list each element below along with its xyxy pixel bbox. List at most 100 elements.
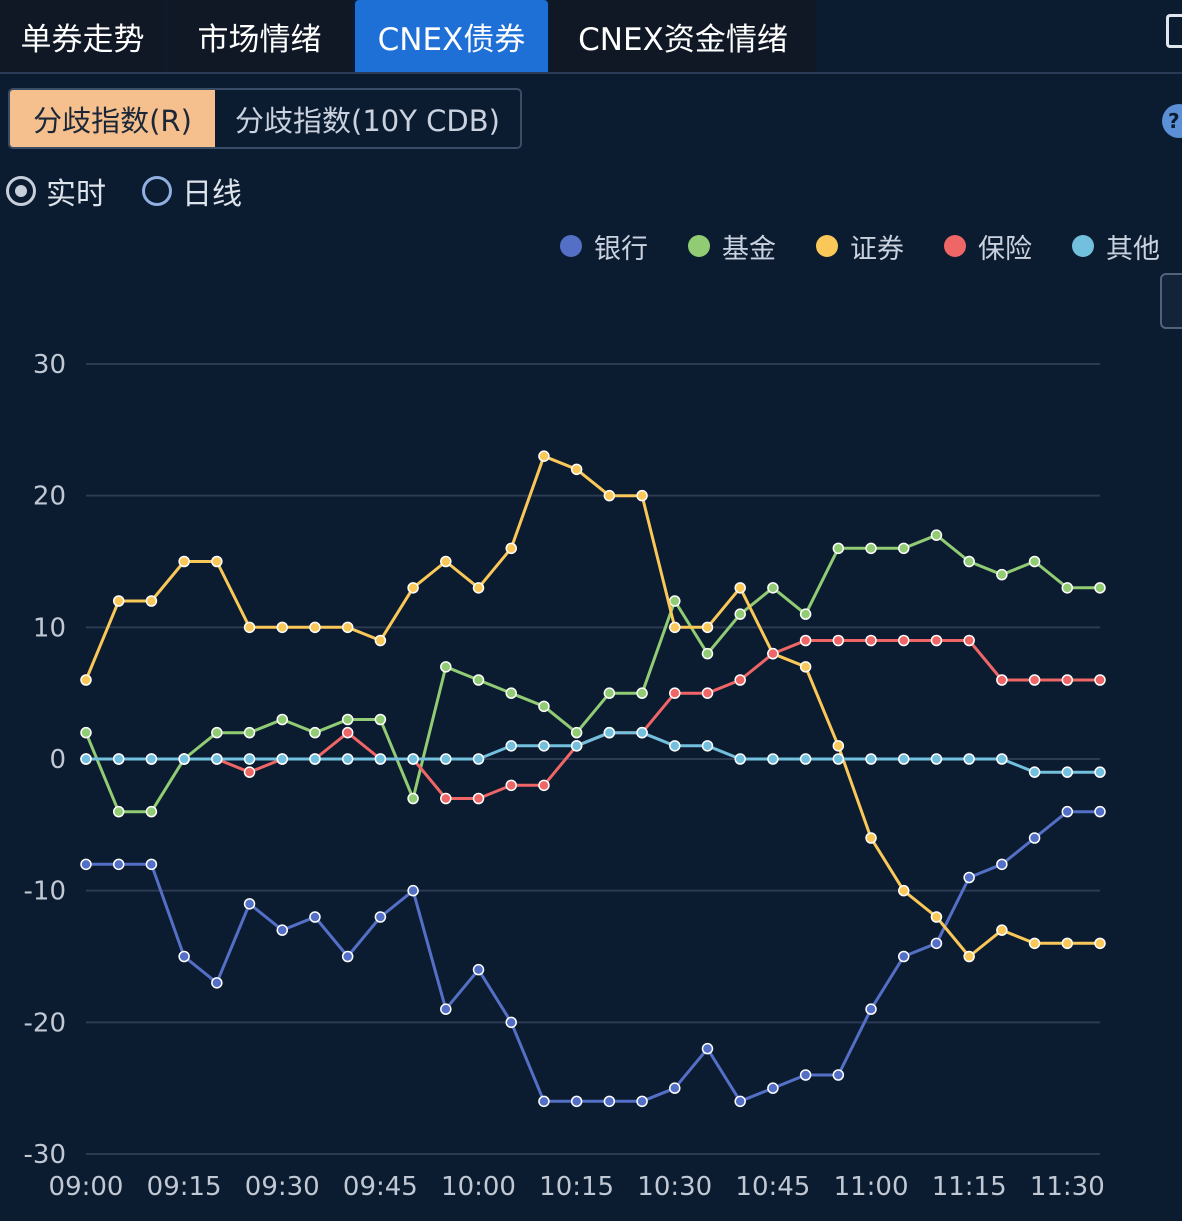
series-point-3 xyxy=(669,687,681,699)
legend-item-insurance[interactable]: 保险 xyxy=(944,227,1032,266)
series-point-3 xyxy=(243,766,256,778)
series-point-4 xyxy=(767,753,779,765)
series-point-2 xyxy=(930,911,943,923)
x-tick-label: 09:15 xyxy=(147,1172,222,1202)
series-point-2 xyxy=(407,582,419,594)
legend-item-other[interactable]: 其他 xyxy=(1072,227,1160,266)
radio-daily[interactable]: 日线 xyxy=(142,169,242,213)
series-point-3 xyxy=(1028,674,1041,686)
legend-dot-bank xyxy=(560,235,582,257)
segment-divergence-10y-cdb[interactable]: 分歧指数(10Y CDB) xyxy=(235,103,500,138)
series-point-0 xyxy=(472,963,485,976)
series-line-2 xyxy=(84,454,1100,958)
series-point-4 xyxy=(145,753,158,765)
series-line-0 xyxy=(86,810,1100,1103)
series-point-3 xyxy=(440,792,452,805)
series-point-2 xyxy=(1094,937,1106,950)
series-point-4 xyxy=(897,753,910,765)
tab-cnex-bond[interactable]: CNEX债券 xyxy=(355,0,548,72)
radio-realtime[interactable]: 实时 xyxy=(6,169,106,213)
series-point-2 xyxy=(505,542,517,555)
radio-unchecked-icon xyxy=(142,176,172,206)
series-point-1 xyxy=(1028,555,1041,568)
series-point-1 xyxy=(701,647,714,660)
tab-cnex-funding-sentiment[interactable]: CNEX资金情绪 xyxy=(550,0,816,72)
series-point-4 xyxy=(1061,766,1074,778)
series-point-3 xyxy=(734,674,746,686)
series-point-0 xyxy=(309,911,321,923)
series-point-0 xyxy=(636,1095,648,1108)
series-point-4 xyxy=(211,753,223,765)
series-point-2 xyxy=(570,463,583,476)
series-point-2 xyxy=(309,621,321,634)
series-point-4 xyxy=(636,726,648,739)
series-point-0 xyxy=(996,858,1008,871)
panel-toggle-icon[interactable] xyxy=(1166,14,1182,48)
series-point-0 xyxy=(112,858,125,871)
series-point-1 xyxy=(276,713,289,726)
legend-dot-insurance xyxy=(944,235,966,257)
legend-item-bank[interactable]: 银行 xyxy=(560,227,648,266)
legend-label-securities: 证券 xyxy=(850,233,904,265)
series-point-3 xyxy=(930,634,943,647)
segment-divergence-r[interactable]: 分歧指数(R) xyxy=(10,90,215,147)
x-tick-label: 11:00 xyxy=(834,1172,909,1202)
series-point-0 xyxy=(701,1042,714,1055)
series-point-2 xyxy=(963,950,975,963)
legend-item-securities[interactable]: 证券 xyxy=(816,227,904,266)
series-point-3 xyxy=(1061,674,1074,686)
series-point-1 xyxy=(472,674,485,686)
legend-label-fund: 基金 xyxy=(722,233,776,265)
series-point-2 xyxy=(996,924,1008,936)
series-point-2 xyxy=(832,740,845,752)
series-point-2 xyxy=(538,450,550,462)
series-point-0 xyxy=(734,1095,746,1108)
series-point-1 xyxy=(145,805,158,818)
series-point-1 xyxy=(799,608,812,620)
radio-realtime-label: 实时 xyxy=(46,177,106,212)
x-tick-label: 10:15 xyxy=(539,1172,614,1202)
series-point-0 xyxy=(440,1003,452,1015)
series-point-4 xyxy=(243,753,256,765)
tab-single-bond-trend[interactable]: 单券走势 xyxy=(0,0,165,72)
series-point-2 xyxy=(80,674,92,686)
y-tick-label: 0 xyxy=(49,745,66,775)
x-tick-label: 09:45 xyxy=(343,1172,418,1202)
series-point-1 xyxy=(341,713,354,726)
series-point-2 xyxy=(897,884,910,897)
series-point-1 xyxy=(374,713,387,726)
series-point-3 xyxy=(865,634,877,647)
series-point-3 xyxy=(701,687,714,699)
series-point-2 xyxy=(1061,937,1074,950)
side-panel-handle[interactable] xyxy=(1160,273,1182,329)
legend-item-fund[interactable]: 基金 xyxy=(688,227,776,266)
series-point-3 xyxy=(538,779,550,792)
series-point-0 xyxy=(767,1082,779,1094)
series-point-3 xyxy=(505,779,517,792)
series-point-0 xyxy=(145,858,158,871)
series-point-1 xyxy=(897,542,910,555)
series-point-0 xyxy=(669,1082,681,1094)
series-point-3 xyxy=(472,792,485,805)
series-point-2 xyxy=(1028,937,1041,950)
series-point-2 xyxy=(276,621,289,634)
period-radio-group: 实时 日线 xyxy=(6,168,278,214)
help-icon[interactable]: ? xyxy=(1162,104,1182,138)
index-type-selector: 分歧指数(R) 分歧指数(10Y CDB) xyxy=(8,88,522,149)
series-point-4 xyxy=(178,753,190,765)
series-point-2 xyxy=(243,621,256,634)
series-point-1 xyxy=(243,726,256,739)
series-point-4 xyxy=(996,753,1008,765)
series-line-1 xyxy=(84,533,1100,814)
series-point-4 xyxy=(669,740,681,752)
series-point-3 xyxy=(963,634,975,647)
series-point-1 xyxy=(1061,582,1074,594)
series-point-1 xyxy=(309,726,321,739)
x-tick-label: 11:30 xyxy=(1030,1172,1105,1202)
series-point-3 xyxy=(767,647,779,660)
series-point-2 xyxy=(211,555,223,568)
tab-market-sentiment[interactable]: 市场情绪 xyxy=(167,0,352,72)
series-point-4 xyxy=(341,753,354,765)
series-point-0 xyxy=(538,1095,550,1108)
